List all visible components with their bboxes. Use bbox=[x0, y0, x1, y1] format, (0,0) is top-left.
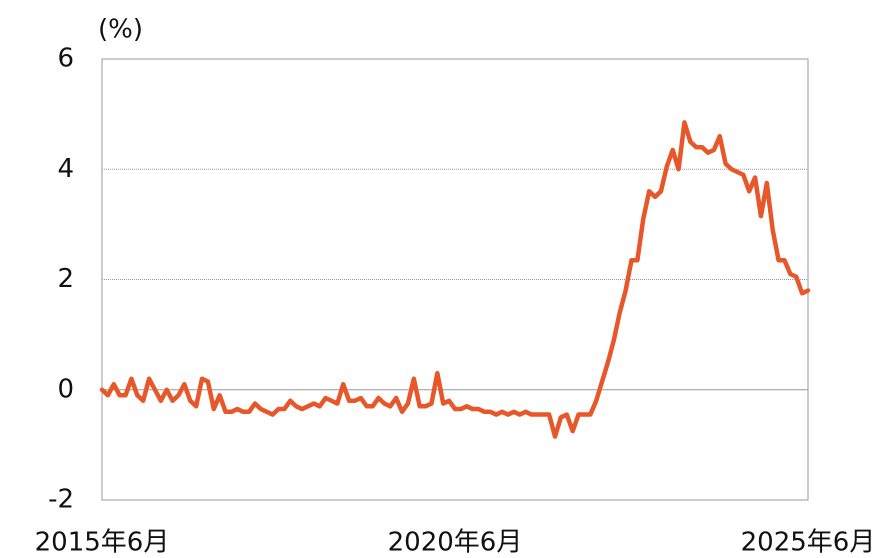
x-tick-label: 2025年6月 bbox=[741, 528, 876, 558]
y-tick-label: 2 bbox=[57, 264, 74, 294]
y-axis-unit: (%) bbox=[98, 15, 143, 45]
y-tick-label: 6 bbox=[57, 44, 74, 74]
data-line bbox=[99, 120, 811, 439]
y-tick-label: -2 bbox=[48, 485, 74, 515]
x-tick-label: 2015年6月 bbox=[35, 528, 170, 558]
x-tick-label: 2020年6月 bbox=[388, 528, 523, 558]
y-tick-label: 0 bbox=[57, 374, 74, 404]
y-tick-label: 4 bbox=[57, 154, 74, 184]
